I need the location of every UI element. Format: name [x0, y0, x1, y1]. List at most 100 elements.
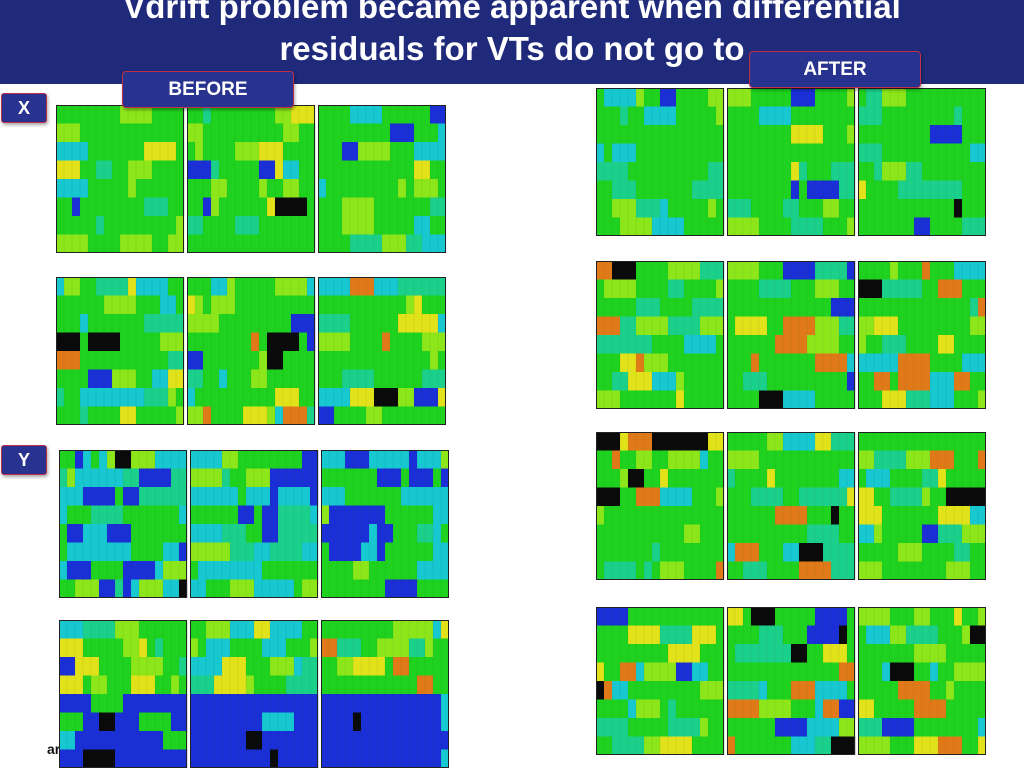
heatmap-cell [267, 179, 276, 198]
heatmap-cell [751, 644, 760, 663]
heatmap-cell [350, 277, 359, 296]
heatmap-cell [219, 234, 228, 253]
heatmap-cell [390, 105, 399, 124]
heatmap-cell [382, 179, 391, 198]
heatmap-cell [684, 390, 693, 409]
heatmap-cell [393, 524, 402, 543]
heatmap-cell [219, 123, 228, 143]
heatmap-cell [382, 295, 391, 315]
heatmap-cell [970, 180, 979, 200]
heatmap-cell [75, 524, 84, 543]
heatmap-cell [251, 142, 260, 161]
heatmap-cell [329, 468, 338, 488]
heatmap-cell [847, 561, 856, 580]
heatmap-cell [906, 607, 915, 626]
heatmap-cell [409, 524, 418, 543]
heatmap-cell [72, 277, 81, 296]
heatmap-cell [858, 162, 867, 181]
heatmap-cell [620, 681, 629, 700]
heatmap-cell [751, 506, 760, 525]
heatmap-cell [425, 620, 434, 639]
heatmap-cell [708, 125, 717, 144]
heatmap-cell [874, 469, 883, 488]
heatmap-cell [882, 506, 891, 525]
heatmap-cell [759, 644, 768, 663]
heatmap-cell [866, 644, 875, 663]
heatmap-cell [278, 694, 287, 713]
heatmap-cell [596, 372, 605, 391]
heatmap-cell [227, 123, 236, 143]
heatmap-cell [930, 450, 939, 470]
heatmap-cell [235, 179, 244, 198]
heatmap-cell [291, 105, 300, 124]
heatmap-cell [604, 199, 613, 218]
heatmap-cell [214, 675, 223, 695]
heatmap-cell [866, 279, 875, 299]
heatmap-cell [676, 450, 685, 470]
heatmap-cell [243, 406, 252, 425]
heatmap-cell [858, 316, 867, 336]
heatmap-cell [692, 199, 701, 218]
heatmap-cell [409, 561, 418, 580]
heatmap-cell [160, 160, 169, 180]
heatmap-cell [783, 261, 792, 280]
heatmap-cell [334, 234, 343, 253]
heatmap-cell [163, 657, 172, 676]
heatmap-cell [222, 487, 231, 506]
heatmap-tile-border [59, 450, 187, 598]
heatmap-cell [823, 180, 832, 200]
heatmap-cell [906, 432, 915, 451]
heatmap-cell [898, 125, 907, 144]
heatmap-cell [438, 277, 446, 296]
heatmap-cell [628, 736, 637, 755]
heatmap-cell [708, 469, 717, 488]
heatmap-cell [112, 123, 121, 143]
heatmap-cell [128, 160, 137, 180]
heatmap-cell [628, 217, 637, 236]
heatmap-cell [99, 450, 108, 469]
heatmap-cell [636, 681, 645, 700]
heatmap-cell [890, 261, 899, 280]
heatmap-cell [692, 450, 701, 470]
heatmap-cell [962, 450, 971, 470]
heatmap-cell [922, 487, 931, 507]
heatmap-cell [866, 718, 875, 737]
heatmap-cell [898, 261, 907, 280]
heatmap-cell [799, 718, 808, 737]
heatmap-cell [195, 406, 204, 425]
heatmap-cell [163, 638, 172, 658]
heatmap-cell [238, 505, 247, 525]
heatmap-cell [64, 295, 73, 315]
heatmap-cell [358, 234, 367, 253]
heatmap-cell [692, 506, 701, 525]
heatmap-cell [198, 505, 207, 525]
heatmap-cell [291, 197, 300, 217]
heatmap-cell [441, 450, 449, 469]
heatmap-cell [123, 731, 132, 750]
heatmap-cell [80, 197, 89, 217]
heatmap-cell [791, 487, 800, 507]
heatmap-cell [831, 524, 840, 544]
heatmap-cell [668, 106, 677, 126]
heatmap-cell [409, 731, 418, 750]
heatmap-cell [946, 390, 955, 409]
heatmap-cell [906, 106, 915, 126]
heatmap-cell [636, 162, 645, 181]
heatmap-cell [636, 261, 645, 280]
heatmap-cell [946, 279, 955, 299]
heatmap-cell [235, 277, 244, 296]
heatmap-cell [385, 638, 394, 658]
heatmap-cell [390, 314, 399, 333]
heatmap-cell [337, 712, 346, 732]
heatmap-cell [120, 197, 129, 217]
heatmap-cell [430, 234, 439, 253]
heatmap-cell [72, 197, 81, 217]
heatmap-cell [684, 662, 693, 682]
heatmap-cell [385, 468, 394, 488]
heatmap-cell [107, 468, 116, 488]
heatmap-cell [735, 88, 744, 107]
heatmap-cell [227, 105, 236, 124]
heatmap-cell [815, 199, 824, 218]
heatmap-cell [433, 524, 442, 543]
heatmap-cell [604, 298, 613, 317]
